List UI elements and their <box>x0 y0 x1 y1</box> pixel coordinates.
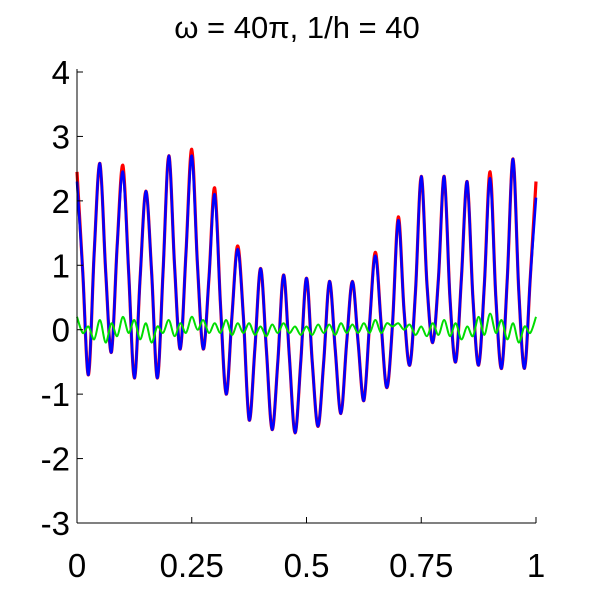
series-layer <box>75 147 538 435</box>
y-tick-label: 0 <box>52 312 70 349</box>
y-tick-label: -3 <box>41 505 70 542</box>
y-tick-label: -1 <box>41 376 70 413</box>
chart-title: ω = 40π, 1/h = 40 <box>174 10 420 45</box>
x-tick-label: 0.75 <box>389 547 453 584</box>
x-tick-label: 0 <box>68 547 86 584</box>
y-tick-label: 4 <box>52 54 70 91</box>
y-tick-label: -2 <box>41 441 70 478</box>
axes-layer: -3 -2 -1 0 1 2 3 4 0 0.25 0.5 0.75 1 <box>41 54 546 584</box>
series-line-blue <box>75 154 538 435</box>
y-tick-label: 3 <box>52 118 70 155</box>
x-tick-label: 1 <box>527 547 545 584</box>
x-tick-label: 0.25 <box>160 547 224 584</box>
y-tick-label: 2 <box>52 183 70 220</box>
x-tick-label: 0.5 <box>284 547 330 584</box>
y-tick-label: 1 <box>52 247 70 284</box>
series-line-green <box>76 312 537 344</box>
